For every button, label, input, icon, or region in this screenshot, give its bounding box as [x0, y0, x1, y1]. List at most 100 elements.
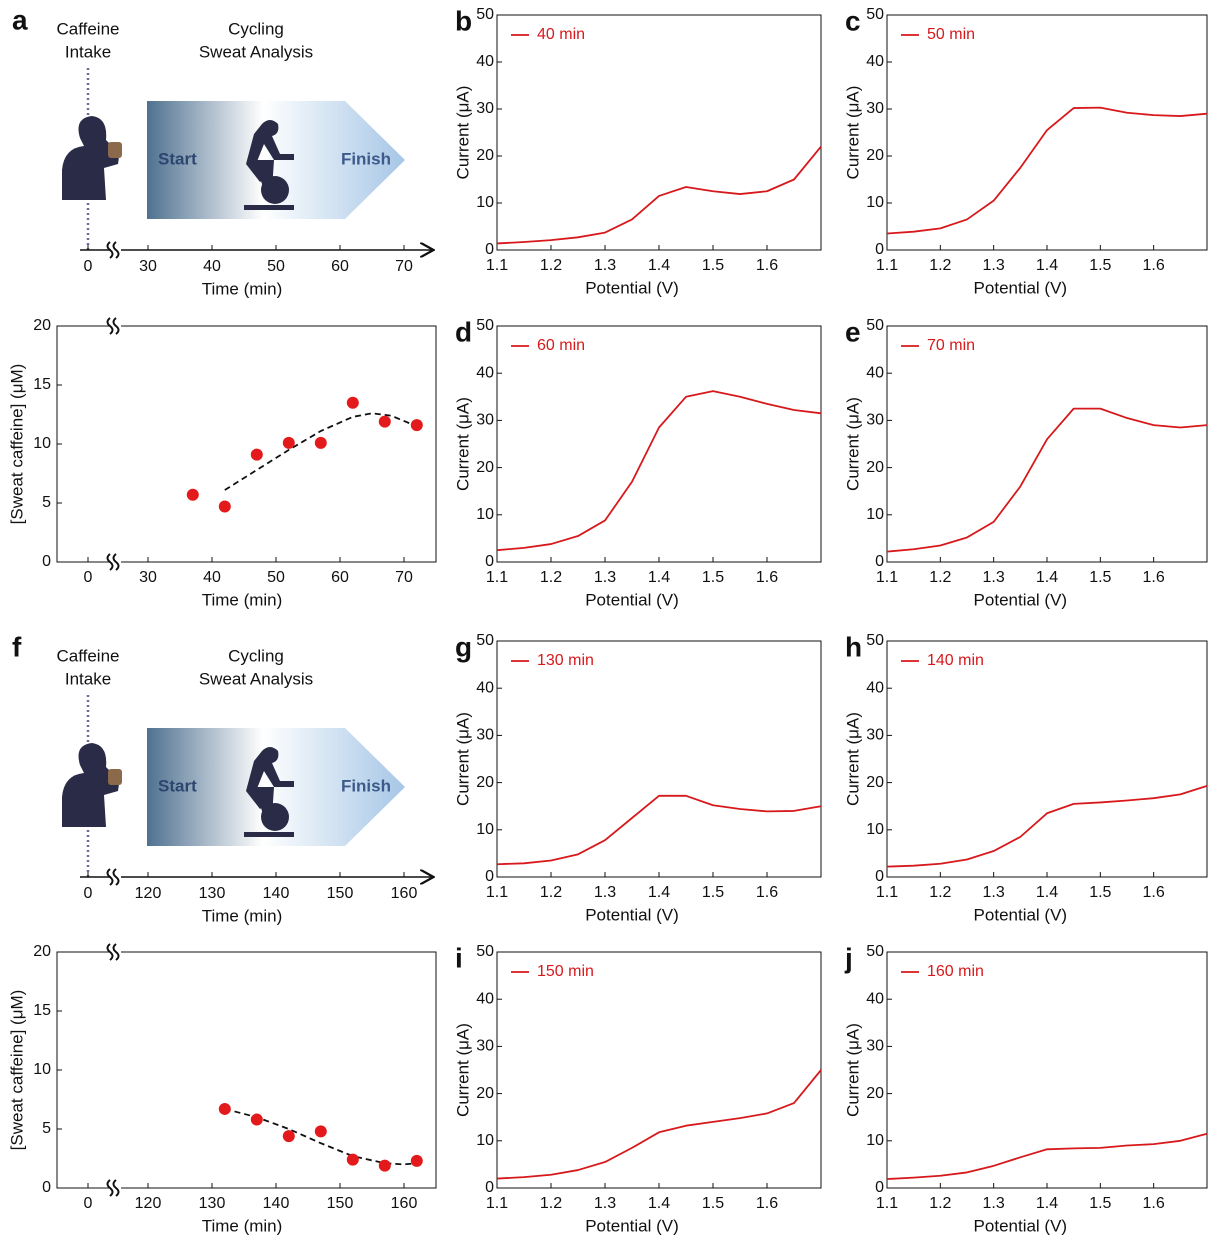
data-point: [186, 488, 199, 501]
current-line: [886, 785, 1208, 868]
legend-label: 140 min: [927, 652, 984, 669]
panel-letter: f: [12, 631, 22, 662]
x-tick-label: 150: [327, 885, 354, 902]
x-tick-label: 160: [391, 885, 418, 902]
x-axis-label: Time (min): [202, 1216, 283, 1235]
x-tick-label: 1.5: [1089, 569, 1111, 586]
y-tick-label: 40: [476, 990, 494, 1007]
x-tick-label: 1.1: [876, 884, 898, 901]
y-tick-label: 0: [485, 1179, 494, 1196]
x-tick-label: 1.1: [486, 569, 508, 586]
x-tick-label: 1.3: [983, 569, 1005, 586]
y-tick-label: 30: [476, 412, 494, 429]
x-tick-label: 0: [84, 569, 93, 586]
y-tick-label: 20: [866, 774, 884, 791]
y-tick-label: 0: [875, 241, 884, 258]
y-tick-label: 50: [476, 632, 494, 649]
axis-break: [106, 241, 114, 259]
x-tick-label: 1.6: [756, 257, 778, 274]
y-tick-label: 30: [866, 1038, 884, 1055]
x-tick-label: 0: [84, 258, 93, 275]
x-tick-label: 1.5: [1089, 257, 1111, 274]
x-tick-label: 1.2: [929, 884, 951, 901]
axis-break: [112, 1179, 120, 1197]
intake-label: Intake: [65, 42, 111, 61]
y-tick-label: 50: [476, 943, 494, 960]
x-tick-label: 1.1: [486, 257, 508, 274]
x-tick-label: 140: [263, 885, 290, 902]
phase-label: Cycling: [228, 646, 284, 665]
panel-letter: i: [455, 942, 463, 973]
x-tick-label: 1.1: [876, 257, 898, 274]
y-tick-label: 30: [476, 1038, 494, 1055]
plot-box: [886, 951, 1208, 1189]
data-point: [218, 1102, 231, 1115]
y-axis-label: Current (μA): [453, 712, 472, 806]
axis-break: [106, 553, 114, 571]
y-tick-label: 20: [476, 774, 494, 791]
current-line: [886, 106, 1208, 235]
panel-letter: a: [12, 4, 28, 35]
y-tick-label: 0: [875, 868, 884, 885]
plot-box: [496, 951, 822, 1189]
x-tick-label: 1.4: [1036, 569, 1058, 586]
x-tick-label: 60: [331, 569, 349, 586]
x-tick-label: 1.2: [540, 1195, 562, 1212]
y-tick-label: 40: [476, 53, 494, 70]
plot-box: [886, 14, 1208, 251]
finish-label: Finish: [341, 149, 391, 168]
x-tick-label: 160: [391, 1195, 418, 1212]
y-axis-label: Current (μA): [843, 397, 862, 491]
x-tick-label: 1.5: [702, 257, 724, 274]
x-tick-label: 1.4: [1036, 884, 1058, 901]
y-tick-label: 20: [33, 317, 51, 334]
panel-letter: c: [845, 5, 861, 36]
x-tick-label: 1.2: [929, 257, 951, 274]
x-tick-label: 1.2: [540, 569, 562, 586]
current-line: [496, 794, 822, 866]
y-tick-label: 10: [866, 506, 884, 523]
x-tick-label: 1.2: [540, 884, 562, 901]
intake-label: Caffeine: [56, 19, 119, 38]
y-tick-label: 40: [866, 53, 884, 70]
data-point: [250, 1113, 263, 1126]
x-tick-label: 150: [327, 1195, 354, 1212]
cup: [108, 142, 122, 158]
plot-box: [496, 325, 822, 563]
y-tick-label: 50: [866, 632, 884, 649]
x-tick-label: 70: [395, 258, 413, 275]
legend-label: 50 min: [927, 26, 975, 43]
y-tick-label: 20: [476, 459, 494, 476]
x-tick-label: 130: [199, 885, 226, 902]
legend-label: 60 min: [537, 337, 585, 354]
axis-break: [112, 553, 120, 571]
panel-letter: b: [455, 5, 472, 36]
plot-box: [496, 14, 822, 251]
panel-letter: j: [844, 942, 853, 973]
data-point: [346, 396, 359, 409]
x-tick-label: 30: [139, 569, 157, 586]
y-axis-label: Current (μA): [453, 397, 472, 491]
axis-break: [106, 317, 114, 335]
x-tick-label: 50: [267, 258, 285, 275]
legend-label: 40 min: [537, 26, 585, 43]
y-axis-label: Current (μA): [453, 86, 472, 180]
x-axis-label: Potential (V): [974, 905, 1068, 924]
start-label: Start: [158, 776, 197, 795]
x-tick-label: 1.5: [1089, 1195, 1111, 1212]
x-tick-label: 1.4: [1036, 257, 1058, 274]
y-tick-label: 0: [42, 1179, 51, 1196]
y-tick-label: 50: [866, 6, 884, 23]
y-tick-label: 20: [866, 147, 884, 164]
y-tick-label: 0: [875, 553, 884, 570]
y-tick-label: 30: [866, 412, 884, 429]
x-tick-label: 1.6: [756, 884, 778, 901]
x-tick-label: 1.5: [702, 884, 724, 901]
axis-break: [106, 943, 114, 961]
x-tick-label: 140: [263, 1195, 290, 1212]
y-tick-label: 10: [866, 194, 884, 211]
panel-letter: d: [455, 316, 472, 347]
y-tick-label: 20: [866, 459, 884, 476]
data-point: [282, 436, 295, 449]
intake-label: Intake: [65, 669, 111, 688]
